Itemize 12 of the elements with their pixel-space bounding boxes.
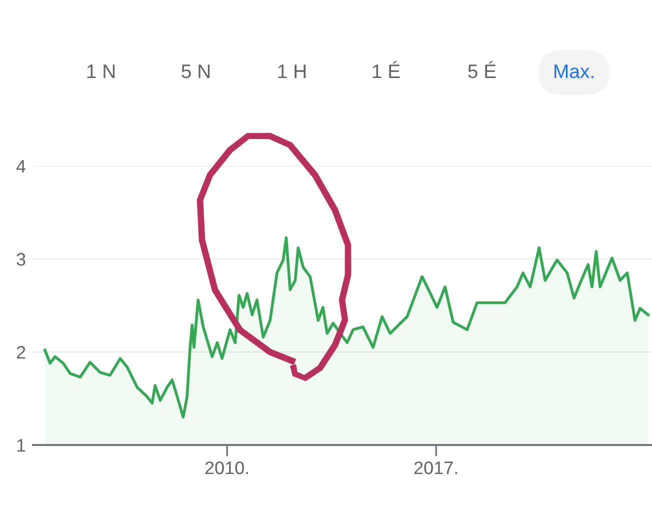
text: Max. — [554, 64, 594, 78]
y-tick-label: 1 — [17, 439, 26, 452]
y-tick-label: 4 — [16, 160, 26, 173]
x-tick-label: 2010. — [205, 461, 248, 474]
x-tick-label: 2017. — [414, 461, 458, 474]
text: 1 É — [372, 61, 400, 78]
text: 1 H — [278, 64, 306, 78]
text: 5 N — [182, 64, 210, 78]
y-tick-label: 3 — [16, 252, 26, 266]
text: 5 É — [468, 61, 496, 78]
text: 1 N — [87, 64, 115, 78]
y-tick-label: 2 — [16, 346, 26, 359]
